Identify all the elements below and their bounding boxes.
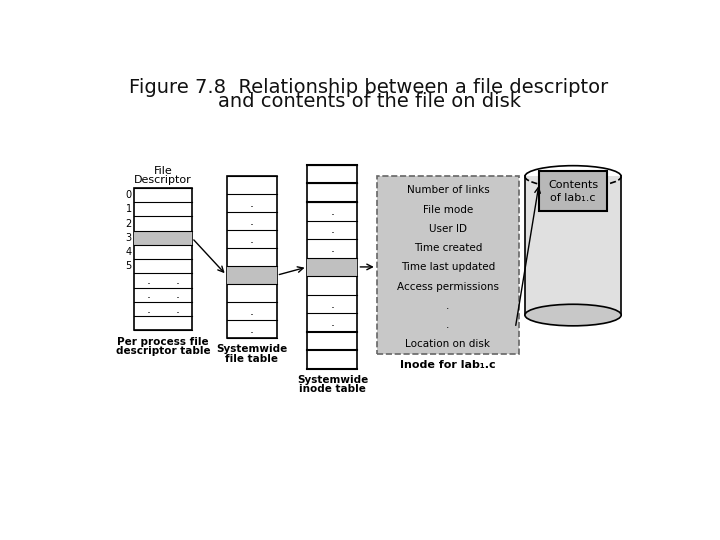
Text: Access permissions: Access permissions (397, 281, 499, 292)
Bar (307, 258, 357, 276)
Text: .: . (176, 302, 179, 315)
Text: 0: 0 (126, 190, 132, 200)
Text: .: . (330, 205, 334, 218)
Text: .: . (250, 215, 253, 228)
Text: File: File (153, 166, 172, 176)
Text: Contents: Contents (548, 180, 598, 190)
Bar (539, 171, 607, 211)
Text: Disk drive: Disk drive (541, 184, 604, 194)
Bar (227, 177, 276, 338)
Text: File mode: File mode (423, 205, 473, 214)
Text: Number of links: Number of links (407, 185, 490, 195)
Text: .: . (147, 288, 150, 301)
Text: .: . (176, 274, 179, 287)
Text: .: . (446, 301, 449, 311)
Text: .: . (250, 233, 253, 246)
Text: .: . (330, 224, 334, 237)
Text: 5: 5 (125, 261, 132, 271)
Text: Figure 7.8  Relationship between a file descriptor: Figure 7.8 Relationship between a file d… (130, 78, 608, 97)
Text: file table: file table (225, 354, 278, 363)
Text: .: . (330, 298, 334, 310)
Bar (134, 231, 192, 245)
Text: Time created: Time created (414, 243, 482, 253)
Text: .: . (147, 302, 150, 315)
Bar (307, 165, 357, 369)
Text: Systemwide: Systemwide (297, 375, 368, 385)
Text: 1: 1 (126, 204, 132, 214)
Bar (134, 188, 192, 330)
Text: 3: 3 (126, 233, 132, 243)
Text: .: . (446, 320, 449, 330)
Text: .: . (250, 323, 253, 336)
Text: descriptor table: descriptor table (116, 346, 210, 356)
Bar (377, 177, 519, 354)
Text: 4: 4 (126, 247, 132, 257)
Text: Systemwide: Systemwide (216, 345, 287, 354)
Text: Location on disk: Location on disk (405, 339, 490, 349)
Text: of lab₁.c: of lab₁.c (550, 193, 596, 203)
Text: .: . (147, 274, 150, 287)
Text: .: . (250, 197, 253, 210)
Text: Inode for lab₁.c: Inode for lab₁.c (400, 360, 496, 370)
Text: .: . (330, 316, 334, 329)
Text: .: . (176, 288, 179, 301)
Bar (227, 266, 276, 284)
Text: Descriptor: Descriptor (134, 176, 192, 185)
Text: Time last updated: Time last updated (401, 262, 495, 272)
Text: User ID: User ID (429, 224, 467, 234)
Text: 2: 2 (125, 219, 132, 228)
Ellipse shape (525, 304, 621, 326)
Text: Per process file: Per process file (117, 336, 209, 347)
Text: .: . (250, 305, 253, 318)
Bar (525, 177, 621, 315)
Text: inode table: inode table (299, 384, 366, 394)
Text: and contents of the file on disk: and contents of the file on disk (217, 92, 521, 111)
Text: .: . (330, 242, 334, 255)
